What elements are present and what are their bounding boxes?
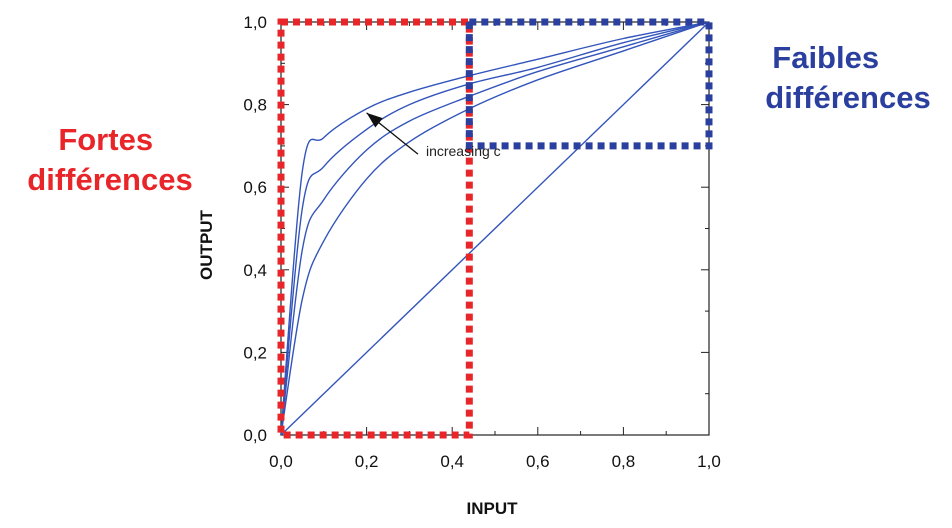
x-tick-label: 0,4 [440,452,464,471]
tick-labels: 0,0 0,2 0,4 0,6 0,8 1,0 0,0 0,2 0,4 0,6 0,8 1,0 [243,13,720,471]
right-region-label-line-1: Faibles [772,40,879,75]
right-region-label: Faibles différences [765,40,930,115]
series-lines [280,21,710,436]
series-line-3 [280,21,710,436]
y-axis-title: OUTPUT [197,209,216,280]
y-tick-label: 0,6 [243,178,267,197]
series-line-5 [280,21,710,436]
left-region-label: Fortes différences [27,122,192,197]
left-region-label-line-1: Fortes [58,122,153,157]
y-tick-label: 0,2 [243,343,267,362]
highlight-region-1 [277,18,473,439]
x-tick-label: 0,2 [355,452,379,471]
y-tick-label: 0,0 [243,426,267,445]
highlight-regions [277,18,713,439]
right-region-label-line-2: différences [765,80,930,115]
x-tick-label: 1,0 [697,452,721,471]
annotation-arrow-head [366,112,383,128]
x-tick-label: 0,0 [269,452,293,471]
x-tick-label: 0,6 [526,452,550,471]
left-region-label-line-2: différences [27,162,192,197]
series-line-1 [280,21,710,436]
x-axis-title: INPUT [467,499,519,518]
series-line-2 [280,21,710,436]
y-tick-label: 0,4 [243,261,267,280]
y-tick-label: 1,0 [243,13,267,32]
x-tick-label: 0,8 [612,452,636,471]
annotation-label: increasing c [426,143,501,159]
highlight-region-2 [465,18,713,150]
y-tick-label: 0,8 [243,96,267,115]
series-line-4 [280,21,710,436]
annotation: increasing c [366,112,501,159]
